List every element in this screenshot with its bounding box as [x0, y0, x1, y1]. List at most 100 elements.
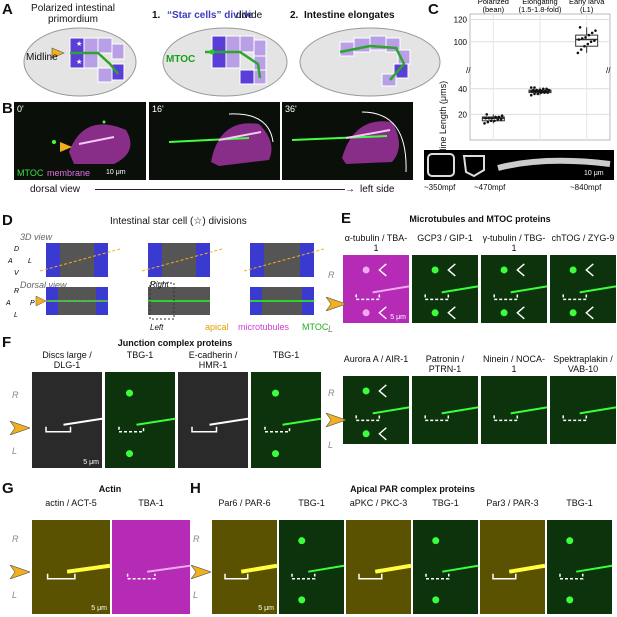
micrograph — [412, 376, 478, 444]
panel-label-f: F — [2, 334, 12, 351]
data-point — [490, 116, 494, 120]
apical-signal — [579, 285, 616, 294]
bracket — [424, 294, 450, 301]
bracket — [45, 426, 72, 433]
panel-a-schematic: ★ ★ — [23, 27, 441, 97]
data-point — [483, 122, 486, 125]
data-point — [484, 116, 487, 120]
micrograph — [343, 376, 409, 444]
micrograph-b-0: 0' MTOC membrane 10 μm — [14, 102, 146, 180]
micrograph — [550, 376, 616, 444]
data-point — [590, 31, 594, 35]
micrograph — [480, 520, 545, 614]
data-point — [547, 88, 551, 92]
micrograph: 5 μm — [32, 520, 110, 614]
panel-label-e: E — [341, 210, 352, 227]
micrograph-b-36: 36' — [282, 102, 413, 180]
scale-label: 5 μm — [258, 605, 274, 612]
bracket — [355, 294, 381, 301]
apical-signal — [372, 406, 409, 415]
panel-label-a: A — [2, 1, 13, 18]
panel-header: γ-tubulin / TBG-1 — [482, 233, 546, 253]
mtoc-focus — [126, 389, 133, 397]
micrograph: 5 μm — [32, 372, 102, 468]
midline-arrowhead-icon — [9, 420, 31, 440]
view-3d-label: 3D view — [20, 232, 53, 242]
midline-arrowhead-icon — [9, 564, 31, 584]
panel-header: TBG-1 — [432, 498, 459, 508]
data-point — [494, 115, 497, 119]
svg-text:R: R — [14, 288, 19, 295]
micrograph — [412, 255, 478, 323]
star-icon: ★ — [76, 58, 82, 66]
apical-signal — [209, 417, 248, 426]
svg-text:P: P — [30, 300, 35, 307]
open-arrowhead-icon — [516, 306, 525, 320]
chart-c: ////2040100120Polarized(bean)Elongating(… — [454, 0, 611, 141]
bracket — [355, 415, 381, 422]
time-36: 36' — [285, 104, 297, 114]
open-arrowhead-icon — [585, 306, 594, 320]
mtoc-focus — [272, 450, 279, 458]
data-point — [546, 91, 549, 94]
apical-signal — [240, 563, 277, 574]
dorsal-view-label: dorsal view — [30, 184, 81, 195]
data-point — [587, 33, 591, 37]
axis-break-mark: // — [606, 66, 611, 75]
data-point — [583, 44, 586, 48]
mtoc-focus — [362, 430, 370, 438]
apical-signal — [66, 563, 110, 574]
data-point — [497, 115, 501, 119]
category-label: (bean) — [482, 5, 504, 14]
bracket — [191, 426, 218, 433]
data-point — [540, 90, 544, 93]
data-point — [580, 37, 584, 40]
side-label-l: L — [328, 324, 334, 334]
micrograph: 5 μm — [212, 520, 277, 614]
left-side-label: left side — [360, 184, 395, 195]
panel-header: TBA-1 — [138, 498, 164, 508]
panel-header: GCP3 / GIP-1 — [417, 233, 473, 243]
side-label-r: R — [193, 534, 200, 544]
mtoc-focus — [431, 266, 439, 274]
mtoc-focus — [298, 596, 306, 604]
mtoc-focus — [569, 266, 577, 274]
panel-a-num-2: 2. — [290, 10, 299, 21]
panel-header: Par3 / PAR-3 — [486, 498, 539, 508]
left-label: Left — [150, 323, 164, 332]
bracket — [493, 294, 519, 301]
legend-microtubules: microtubules — [238, 322, 290, 332]
data-point — [532, 88, 535, 92]
micrograph — [178, 372, 248, 468]
category-label: Early larva — [569, 0, 605, 6]
panel-g-title: Actin — [98, 484, 122, 494]
side-label-l: L — [12, 590, 18, 600]
y-tick-label: 40 — [458, 85, 467, 94]
mtoc-focus — [500, 309, 508, 317]
panel-a-num-1: 1. — [152, 10, 161, 21]
thumb-scale: 10 μm — [584, 170, 604, 177]
y-tick-label: 120 — [454, 16, 468, 25]
data-point — [496, 118, 500, 121]
data-point — [545, 87, 548, 91]
star-icon: ★ — [76, 40, 82, 48]
open-arrowhead-icon — [447, 263, 456, 277]
panel-a-title-2: “Star cells” divide — [167, 10, 254, 21]
mtoc-focus — [362, 309, 370, 317]
right-label: Right — [150, 280, 169, 289]
mtoc-focus — [432, 596, 440, 604]
mtoc-focus — [566, 537, 574, 545]
open-arrowhead-icon — [378, 384, 387, 398]
bracket — [46, 573, 76, 580]
micrograph: 5 μm — [343, 255, 409, 323]
micrograph — [346, 520, 411, 614]
micrograph — [251, 372, 321, 468]
bracket — [118, 426, 145, 433]
data-point — [493, 119, 496, 123]
panel-header: TBG-1 — [566, 498, 593, 508]
panel-header: Patronin / PTRN-1 — [425, 354, 465, 374]
micrograph — [112, 520, 190, 614]
apical-signal — [441, 406, 478, 415]
apical-signal — [372, 285, 409, 294]
data-point — [536, 92, 540, 96]
